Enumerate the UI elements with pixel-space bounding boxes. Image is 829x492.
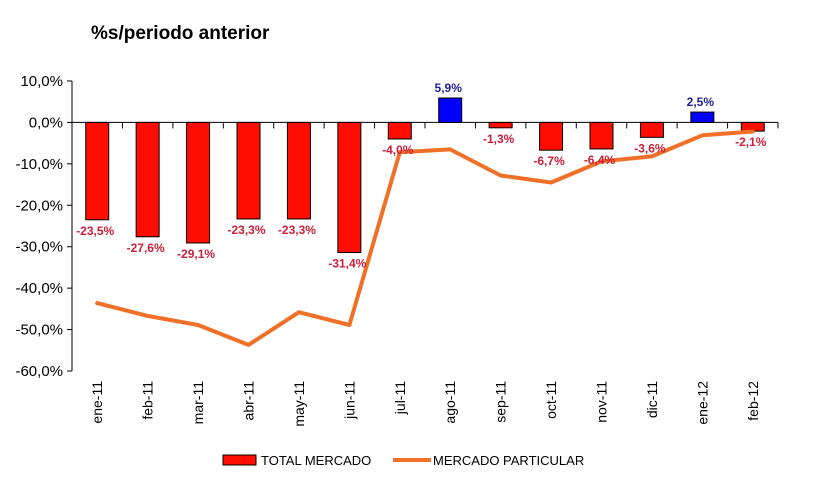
- x-tick-label: mar-11: [190, 381, 206, 425]
- data-label-mar-11: -29,1%: [177, 247, 215, 261]
- data-label-may-11: -23,3%: [278, 223, 316, 237]
- bar-feb-11: [135, 121, 160, 238]
- x-tick-label: dic-11: [644, 381, 660, 418]
- x-tick-label: oct-11: [543, 381, 559, 419]
- bar-ago-11: [438, 97, 463, 123]
- bar-dic-11: [639, 121, 664, 138]
- y-tick-label: -10,0%: [15, 156, 63, 173]
- data-label-oct-11: -6,7%: [533, 154, 565, 168]
- bar-jun-11: [337, 121, 362, 254]
- data-label-abr-11: -23,3%: [227, 223, 265, 237]
- bar-may-11: [286, 121, 311, 220]
- bar-mar-11: [186, 121, 211, 244]
- y-tick-label: -60,0%: [15, 363, 63, 380]
- legend-label-mercado-particular: MERCADO PARTICULAR: [433, 453, 584, 468]
- x-tick-label: sep-11: [493, 381, 509, 423]
- x-tick-label: nov-11: [594, 381, 610, 423]
- data-label-jun-11: -31,4%: [328, 257, 366, 271]
- chart-title: %s/periodo anterior: [91, 23, 270, 44]
- data-label-dic-11: -3,6%: [634, 141, 666, 155]
- y-tick-label: -20,0%: [15, 197, 63, 214]
- legend-swatch-total-mercado: [222, 454, 257, 466]
- x-tick-label: may-11: [291, 381, 307, 427]
- legend: TOTAL MERCADO MERCADO PARTICULAR: [222, 453, 584, 468]
- data-label-ene-11: -23,5%: [76, 224, 114, 238]
- bar-ene-11: [85, 121, 110, 221]
- data-label-nov-11: -6,4%: [584, 153, 616, 167]
- line-mercado-particular: [95, 129, 755, 347]
- bar-abr-11: [236, 121, 261, 220]
- data-label-ene-12: 2,5%: [687, 95, 715, 109]
- data-label-jul-11: -4,0%: [382, 143, 414, 157]
- bar-nov-11: [589, 121, 614, 150]
- y-tick-label: -50,0%: [15, 322, 63, 339]
- data-label-ago-11: 5,9%: [435, 81, 463, 95]
- x-tick-label: ene-12: [694, 381, 710, 425]
- bar-ene-12: [690, 111, 715, 123]
- x-tick-label: feb-11: [140, 381, 156, 420]
- y-tick-label: 10,0%: [20, 73, 63, 90]
- data-label-feb-11: -27,6%: [127, 241, 165, 255]
- data-label-feb-12: -2,1%: [735, 135, 767, 149]
- plot-area: 10,0% 0,0% -10,0% -20,0% -30,0% -40,0% -50,0% -…: [15, 73, 779, 427]
- x-tick-label: ene-11: [89, 381, 105, 424]
- bar-oct-11: [539, 121, 564, 151]
- legend-label-total-mercado: TOTAL MERCADO: [261, 453, 371, 468]
- bar-jul-11: [387, 121, 412, 140]
- y-tick-label: 0,0%: [29, 114, 63, 131]
- y-tick-label: -30,0%: [15, 239, 63, 256]
- x-tick-label: jul-11: [392, 381, 408, 415]
- y-tick-label: -40,0%: [15, 280, 63, 297]
- bar-sep-11: [488, 121, 513, 129]
- x-tick-label: abr-11: [241, 381, 257, 421]
- data-label-sep-11: -1,3%: [483, 132, 515, 146]
- x-tick-label: jun-11: [341, 381, 357, 420]
- x-tick-label: feb-12: [745, 381, 761, 421]
- x-tick-label: ago-11: [442, 381, 458, 424]
